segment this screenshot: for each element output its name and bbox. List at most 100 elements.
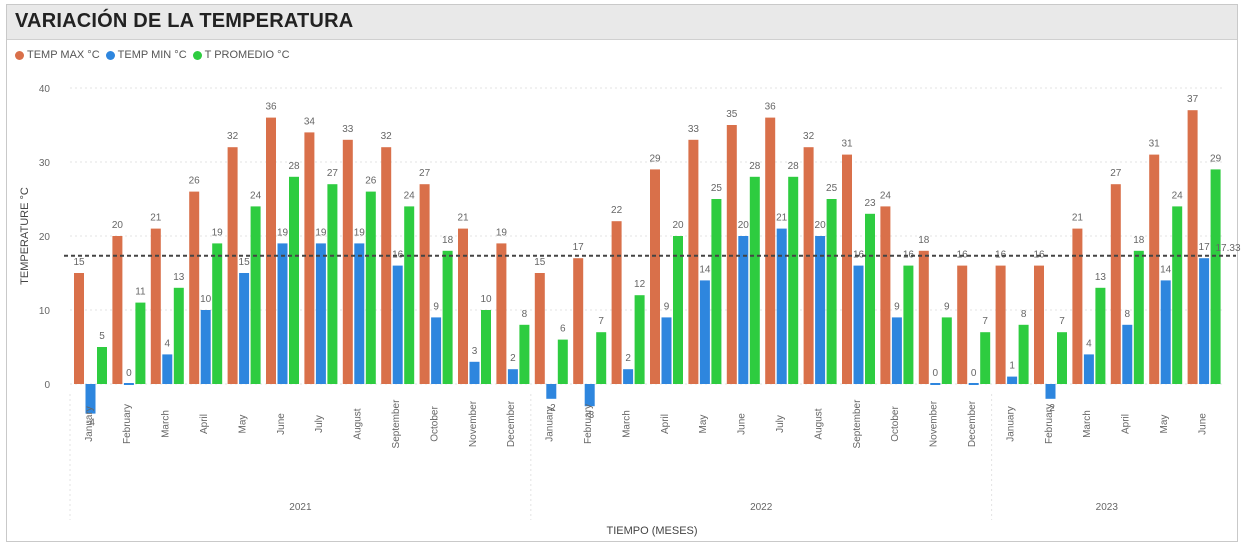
bar-min (1199, 258, 1210, 384)
data-label-min: 14 (699, 264, 711, 275)
data-label-min: -2 (547, 403, 556, 414)
data-label-min: 14 (1160, 264, 1172, 275)
data-label-max: 21 (150, 213, 162, 224)
bar-max (803, 147, 814, 384)
bar-avg (250, 206, 261, 384)
bar-min (738, 236, 749, 384)
bar-max (765, 117, 776, 384)
x-tick-label: April (199, 414, 210, 434)
bar-max (342, 139, 353, 384)
bar-min (354, 243, 365, 384)
bar-max (880, 206, 891, 384)
data-label-avg: 16 (903, 250, 915, 261)
bar-max (995, 265, 1006, 384)
data-label-max: 21 (457, 213, 469, 224)
bar-max (112, 236, 123, 384)
bar-max (189, 191, 200, 384)
bar-avg (289, 176, 299, 384)
bar-avg (826, 199, 837, 384)
bar-min (699, 280, 710, 384)
bar-avg (365, 191, 376, 384)
data-label-avg: 28 (749, 161, 761, 172)
bar-avg (1018, 324, 1029, 384)
bar-max (726, 125, 737, 384)
bar-max (266, 117, 276, 384)
data-label-avg: 5 (99, 331, 105, 342)
data-label-min: 17 (1199, 242, 1211, 253)
data-label-min: 20 (815, 220, 827, 231)
data-label-max: 18 (918, 235, 930, 246)
bar-avg (749, 176, 760, 384)
data-label-max: 33 (688, 124, 700, 135)
data-label-max: 29 (649, 153, 661, 164)
x-tick-label: April (660, 414, 671, 434)
bar-avg (557, 339, 568, 384)
year-label: 2021 (289, 502, 312, 513)
data-label-avg: 25 (711, 183, 723, 194)
data-label-avg: 6 (560, 324, 566, 335)
data-label-avg: 24 (1172, 190, 1184, 201)
bar-min (1045, 384, 1056, 399)
bar-avg (327, 184, 338, 384)
bar-avg (173, 287, 184, 384)
bar-avg (1095, 287, 1106, 384)
legend-item-avg[interactable]: T PROMEDIO °C (192, 49, 290, 61)
bar-min (1122, 324, 1133, 384)
bar-avg (1133, 250, 1144, 384)
bar-max (227, 147, 238, 384)
bar-min (584, 384, 595, 407)
data-label-max: 21 (1072, 213, 1084, 224)
data-label-max: 33 (342, 124, 354, 135)
data-label-avg: 11 (135, 287, 146, 298)
data-label-max: 32 (803, 131, 815, 142)
legend-item-min[interactable]: TEMP MIN °C (105, 49, 187, 61)
data-label-min: 19 (315, 227, 327, 238)
legend-item-max[interactable]: TEMP MAX °C (15, 49, 100, 61)
bar-avg (212, 243, 223, 384)
data-label-min: 4 (1086, 338, 1092, 349)
bar-avg (404, 206, 415, 384)
y-tick-label: 20 (39, 232, 51, 243)
data-label-min: 0 (126, 368, 132, 379)
bar-min (853, 265, 864, 384)
x-tick-label: August (353, 408, 364, 439)
bar-avg (1210, 169, 1221, 384)
legend: TEMP MAX °C TEMP MIN °C T PROMEDIO °C (15, 49, 290, 61)
bar-min (546, 384, 557, 399)
bar-max (150, 228, 161, 384)
bar-min (623, 369, 634, 384)
data-label-max: 27 (419, 168, 431, 179)
legend-label-max: TEMP MAX °C (27, 49, 100, 61)
data-label-max: 32 (227, 131, 239, 142)
data-label-max: 36 (765, 102, 777, 113)
bar-max (458, 228, 468, 384)
bar-min (85, 384, 96, 414)
x-tick-label: May (1159, 415, 1170, 434)
y-tick-label: 40 (39, 84, 51, 95)
data-label-min: 8 (1125, 309, 1131, 320)
data-label-avg: 29 (1210, 153, 1222, 164)
x-tick-label: November (468, 400, 479, 447)
x-tick-label: January (84, 406, 95, 442)
x-tick-label: December (506, 400, 517, 447)
data-label-min: 19 (277, 227, 289, 238)
x-tick-label: July (775, 415, 786, 433)
bar-avg (711, 199, 722, 384)
data-label-min: 1 (1009, 361, 1015, 372)
bar-avg (941, 317, 952, 384)
bar-avg (788, 176, 799, 384)
x-axis-title: TIEMPO (MESES) (606, 525, 697, 537)
x-tick-label: May (237, 415, 248, 434)
bar-min (930, 383, 941, 385)
bar-min (507, 369, 518, 384)
data-label-max: 37 (1187, 94, 1199, 105)
data-label-avg: 8 (1021, 309, 1027, 320)
reference-line-label: 17.33 (1215, 243, 1240, 254)
bar-max (1034, 265, 1044, 384)
y-axis-title: TEMPERATURE °C (19, 187, 31, 285)
x-tick-label: June (1197, 413, 1208, 435)
bar-avg (442, 250, 453, 384)
bar-max (611, 221, 622, 384)
legend-label-avg: T PROMEDIO °C (204, 49, 290, 61)
